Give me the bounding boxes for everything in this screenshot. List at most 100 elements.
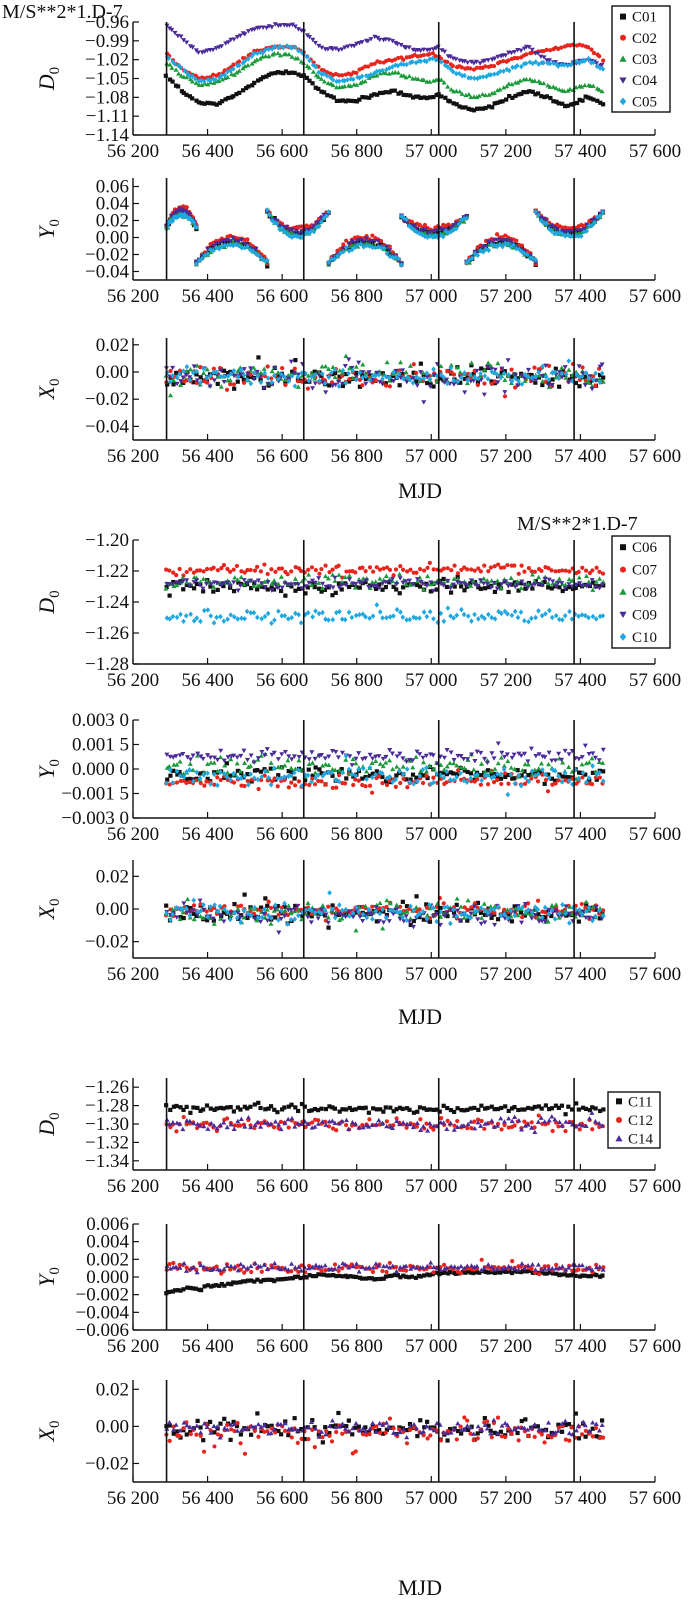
data-point — [170, 377, 177, 383]
data-point — [245, 910, 251, 917]
data-point — [519, 581, 524, 586]
data-point — [488, 565, 493, 570]
data-point — [569, 102, 574, 107]
data-point — [319, 1106, 324, 1111]
data-point — [188, 76, 194, 82]
data-point — [245, 1106, 250, 1111]
data-point — [380, 756, 386, 762]
data-point — [323, 390, 329, 395]
data-point — [340, 249, 346, 255]
data-point — [455, 576, 461, 582]
data-point — [407, 616, 413, 623]
x-tick-label: 56 400 — [181, 1176, 233, 1197]
data-point — [417, 773, 423, 779]
data-point — [494, 232, 500, 237]
data-point — [187, 583, 193, 588]
data-point — [265, 587, 270, 592]
data-point — [194, 261, 199, 267]
data-point — [328, 94, 334, 99]
data-point — [255, 914, 261, 921]
data-point — [407, 59, 413, 66]
data-point — [510, 95, 515, 100]
data-point — [583, 374, 588, 379]
data-point — [228, 68, 233, 74]
data-point — [559, 1103, 565, 1108]
data-point — [532, 578, 538, 584]
data-point — [451, 101, 456, 106]
data-point — [208, 613, 214, 619]
data-point — [266, 46, 272, 52]
y-tick-label: −1.02 — [85, 50, 129, 71]
data-point — [190, 218, 196, 224]
data-point — [573, 912, 579, 917]
data-point — [360, 782, 365, 788]
data-point — [583, 370, 589, 376]
data-point — [332, 914, 338, 921]
data-point — [522, 250, 527, 257]
data-point — [167, 1289, 172, 1295]
data-point — [579, 761, 585, 767]
data-point — [193, 73, 198, 78]
data-point — [244, 581, 250, 586]
data-point — [514, 62, 520, 69]
data-point — [514, 238, 519, 243]
data-point — [580, 1123, 586, 1128]
data-point — [337, 1109, 342, 1114]
data-point — [255, 578, 261, 583]
data-point — [356, 778, 361, 783]
data-point — [535, 906, 541, 913]
data-point — [320, 581, 326, 587]
data-point — [374, 769, 379, 774]
data-point — [546, 384, 552, 389]
data-point — [506, 589, 511, 595]
data-point — [286, 785, 291, 790]
data-point — [245, 237, 250, 242]
data-point — [312, 381, 318, 386]
data-point — [484, 582, 491, 587]
data-point — [489, 1104, 494, 1109]
data-point — [238, 1107, 243, 1112]
data-point — [235, 1118, 241, 1124]
data-point — [420, 1124, 426, 1129]
data-point — [590, 917, 595, 924]
y-tick-label: 0.00 — [96, 228, 129, 249]
data-point — [397, 1121, 403, 1127]
data-point — [478, 910, 484, 915]
data-point — [577, 581, 583, 586]
data-point — [445, 578, 451, 584]
data-point — [565, 88, 571, 93]
data-point — [289, 54, 295, 59]
data-point — [352, 244, 358, 251]
data-point — [198, 780, 203, 786]
data-point — [533, 380, 538, 385]
data-point — [440, 583, 447, 588]
data-point — [261, 366, 267, 371]
data-point — [336, 383, 342, 389]
data-point — [377, 68, 383, 74]
data-point — [576, 60, 582, 66]
data-point — [333, 777, 339, 783]
data-point — [503, 240, 508, 247]
data-point — [261, 1278, 266, 1283]
data-point — [168, 368, 173, 374]
data-point — [441, 901, 446, 906]
data-point — [352, 585, 358, 590]
data-point — [321, 71, 327, 77]
data-point — [317, 767, 322, 772]
data-point — [468, 775, 473, 782]
data-point — [269, 580, 275, 586]
data-point — [166, 55, 172, 61]
data-point — [247, 763, 254, 768]
x-tick-label: 56 400 — [181, 141, 233, 162]
data-point — [358, 237, 364, 243]
data-point — [350, 76, 356, 83]
data-point — [356, 1124, 362, 1130]
data-point — [227, 377, 233, 383]
data-point — [404, 61, 409, 68]
data-point — [315, 1121, 321, 1126]
data-point — [489, 63, 494, 69]
data-point — [450, 582, 456, 587]
data-point — [530, 89, 535, 94]
data-point — [431, 766, 437, 771]
